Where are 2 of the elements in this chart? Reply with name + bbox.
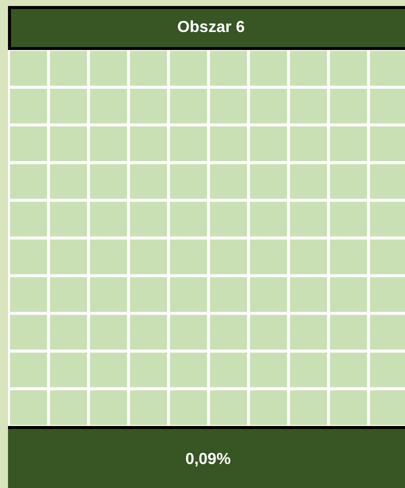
text: Obszar 6 (8, 6, 405, 50)
data-label: 0,09% (8, 426, 405, 488)
